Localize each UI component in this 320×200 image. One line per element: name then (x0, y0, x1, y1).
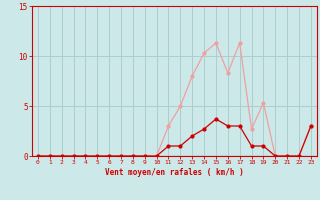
X-axis label: Vent moyen/en rafales ( km/h ): Vent moyen/en rafales ( km/h ) (105, 168, 244, 177)
